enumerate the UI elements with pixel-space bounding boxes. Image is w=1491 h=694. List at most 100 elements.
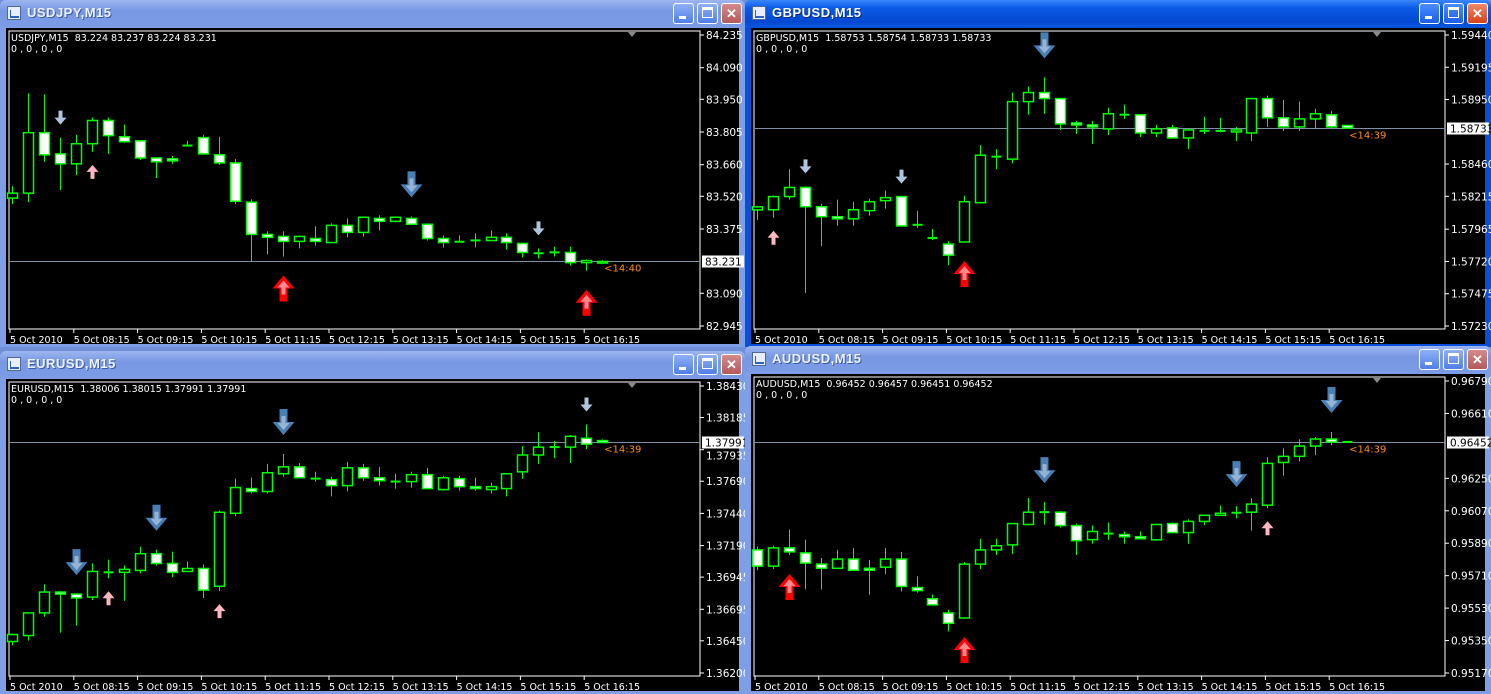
signal-arrow-highlight xyxy=(70,556,83,571)
candlestick-chart[interactable]: 1.59440 1.59195 1.58950 1.58460 1.58215 1.579… xyxy=(751,28,1491,347)
ohlc-header: USDJPY,M15 83.224 83.237 83.224 83.231 xyxy=(11,33,217,44)
chart-area[interactable]: 1.59440 1.59195 1.58950 1.58460 1.58215 1.579… xyxy=(751,28,1491,346)
candle xyxy=(596,260,609,264)
minimize-button[interactable] xyxy=(1419,3,1440,24)
y-tick-label: 84.090 xyxy=(706,63,743,75)
x-tick-label: 5 Oct 10:15 xyxy=(201,335,257,346)
signal-arrow-highlight xyxy=(277,415,290,430)
chart-area[interactable]: 1.38430 1.38185 1.37935 1.37690 1.37440 1.371… xyxy=(6,379,745,693)
candle xyxy=(1293,439,1306,462)
chart-window-icon xyxy=(752,6,766,20)
title-bar[interactable]: EURUSD,M15 ✕ xyxy=(0,351,745,378)
x-tick-label: 5 Oct 16:15 xyxy=(1329,682,1385,693)
maximize-button[interactable] xyxy=(697,354,718,375)
candle-body-bear xyxy=(245,201,258,236)
candle xyxy=(500,473,513,497)
x-tick-label: 5 Oct 16:15 xyxy=(584,335,640,346)
candle-body-bear xyxy=(799,552,812,564)
sell-signal-arrow-down-icon xyxy=(895,169,908,184)
sell-signal-arrow-down-icon xyxy=(532,221,545,236)
candle-body-bull xyxy=(596,260,609,264)
close-button[interactable]: ✕ xyxy=(1467,349,1488,370)
candle xyxy=(1245,97,1258,142)
minimize-button[interactable] xyxy=(673,354,694,375)
signal-arrow-highlight xyxy=(1038,39,1051,54)
x-tick-label: 5 Oct 12:15 xyxy=(1074,682,1130,693)
candle xyxy=(277,453,290,477)
candle-body-bull xyxy=(277,466,290,475)
minimize-button[interactable] xyxy=(1419,349,1440,370)
minimize-icon xyxy=(679,16,686,19)
candle xyxy=(390,473,401,489)
chart-window-icon xyxy=(7,6,21,20)
candle xyxy=(213,136,226,165)
bar-countdown: <14:39 xyxy=(604,445,641,456)
close-button[interactable]: ✕ xyxy=(721,354,742,375)
chart-window-usdjpy[interactable]: USDJPY,M15 ✕ 84.235 84.090 83.950 83.805 83.… xyxy=(0,0,745,347)
candle-body-bull xyxy=(879,558,892,568)
y-tick-label: 0.95710 xyxy=(1451,571,1491,583)
candle xyxy=(1039,502,1050,525)
candle xyxy=(1277,100,1290,131)
candle xyxy=(942,241,955,266)
chart-window-audusd[interactable]: AUDUSD,M15 ✕ 0.96790 0.96610 0.96250 0.9607… xyxy=(745,346,1491,694)
close-button[interactable]: ✕ xyxy=(1467,3,1488,24)
candle-body-bear xyxy=(373,477,386,482)
title-bar[interactable]: AUDUSD,M15 ✕ xyxy=(745,346,1491,373)
candlestick-chart[interactable]: 84.235 84.090 83.950 83.805 83.660 83.520 83.3… xyxy=(6,28,745,347)
candle-body-bull xyxy=(958,563,971,619)
y-tick-label: 1.38185 xyxy=(706,413,745,425)
candle xyxy=(103,559,114,579)
close-button[interactable]: ✕ xyxy=(721,3,742,24)
buy-signal-arrow-up-icon xyxy=(767,230,780,245)
candle xyxy=(1054,97,1067,130)
minimize-button[interactable] xyxy=(673,3,694,24)
chart-window-gbpusd[interactable]: GBPUSD,M15 ✕ 1.59440 1.59195 1.58950 1.5846… xyxy=(745,0,1491,347)
candlestick-chart[interactable]: 1.38430 1.38185 1.37935 1.37690 1.37440 1.371… xyxy=(6,379,745,694)
candle xyxy=(469,477,482,491)
maximize-icon xyxy=(702,358,713,369)
candlestick-chart[interactable]: 0.96790 0.96610 0.96250 0.96070 0.95890 0.957… xyxy=(751,374,1491,694)
candle-body-bear xyxy=(815,563,828,570)
maximize-button[interactable] xyxy=(1443,3,1464,24)
y-tick-label: 83.660 xyxy=(706,160,743,172)
candle-body-bear xyxy=(102,119,115,137)
y-tick-label: 1.36200 xyxy=(706,668,745,680)
candle xyxy=(549,246,560,257)
signal-arrow-highlight xyxy=(1038,464,1051,479)
chart-window-icon xyxy=(7,357,21,371)
x-tick-label: 5 Oct 15:15 xyxy=(1265,682,1321,693)
maximize-button[interactable] xyxy=(697,3,718,24)
chart-area[interactable]: 0.96790 0.96610 0.96250 0.96070 0.95890 0.957… xyxy=(751,374,1491,693)
candle-body-bull xyxy=(1006,100,1019,160)
candle xyxy=(1309,437,1322,456)
chart-area[interactable]: 84.235 84.090 83.950 83.805 83.660 83.520 83.3… xyxy=(6,28,744,346)
candle xyxy=(815,203,828,247)
plot-frame xyxy=(753,30,1446,330)
bid-price-label-box xyxy=(1447,122,1489,135)
candle xyxy=(245,199,258,262)
y-tick-label: 83.520 xyxy=(706,191,743,203)
candle xyxy=(974,145,987,204)
candle xyxy=(1070,120,1083,135)
plot-frame xyxy=(8,381,701,677)
candle-body-bear xyxy=(516,242,529,254)
candle-body-bear xyxy=(815,205,828,218)
candle-body-bull xyxy=(1245,503,1258,513)
candle-body-bull xyxy=(1150,128,1163,134)
y-tick-label: 1.37190 xyxy=(706,541,745,553)
candle xyxy=(767,545,780,570)
title-bar[interactable]: GBPUSD,M15 ✕ xyxy=(745,0,1491,27)
x-tick-label: 5 Oct 2010 xyxy=(755,335,808,346)
y-tick-label: 1.58215 xyxy=(1451,191,1491,203)
signal-arrow-highlight xyxy=(150,511,163,526)
candle xyxy=(421,467,434,490)
candle-body-bear xyxy=(118,135,131,143)
y-tick-label: 1.37690 xyxy=(706,476,745,488)
y-tick-label: 0.96250 xyxy=(1451,473,1491,485)
chart-window-eurusd[interactable]: EURUSD,M15 ✕ 1.38430 1.38185 1.37935 1.3769… xyxy=(0,351,745,694)
maximize-button[interactable] xyxy=(1443,349,1464,370)
candle-body-bear xyxy=(54,591,67,595)
candle xyxy=(1342,440,1353,443)
title-bar[interactable]: USDJPY,M15 ✕ xyxy=(0,0,745,27)
